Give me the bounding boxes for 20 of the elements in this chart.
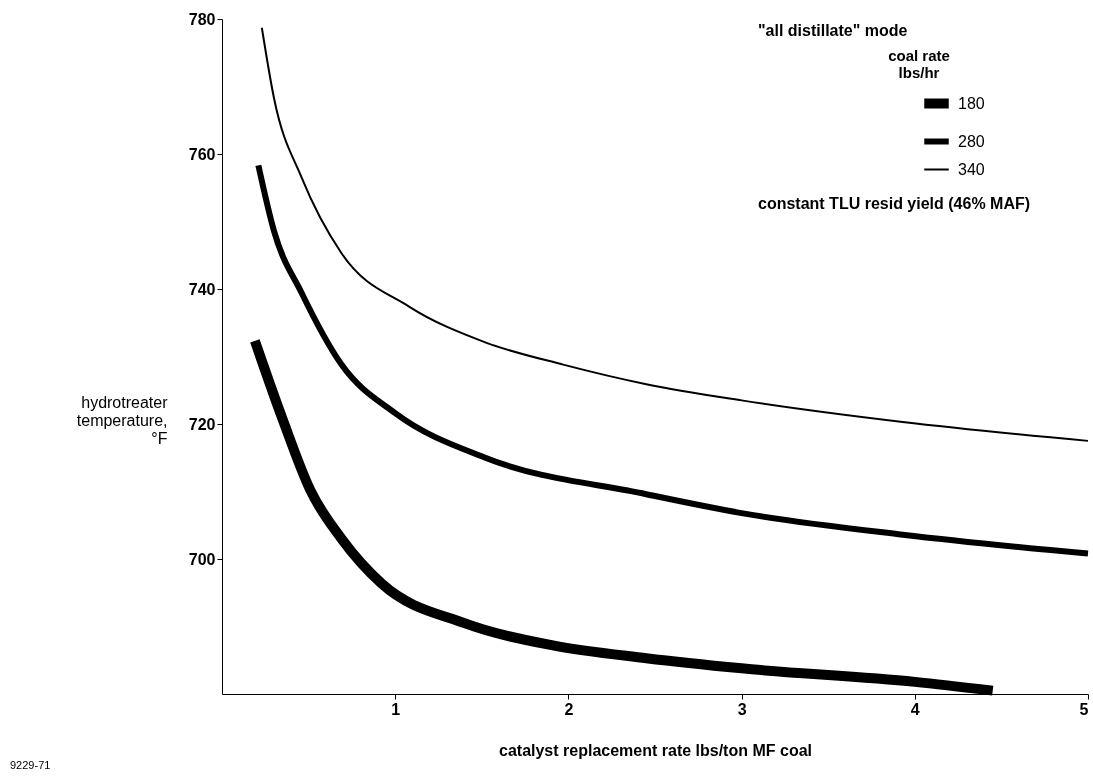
line-series (260, 26, 1089, 442)
y-tick-label: 740 (188, 280, 216, 298)
annotation: constant TLU resid yield (46% MAF) (758, 195, 1031, 212)
legend-label: 180 (958, 94, 985, 112)
x-tick-label: 5 (1079, 700, 1089, 718)
legend-label: 280 (958, 132, 985, 150)
y-tick-label: 780 (188, 10, 216, 28)
legend-label: 340 (958, 160, 985, 178)
x-tick-label: 1 (391, 700, 401, 718)
x-tick-label: 3 (737, 700, 747, 718)
text: 9229-71 (10, 759, 51, 771)
y-tick-label: 700 (188, 550, 216, 568)
annotation: "all distillate" mode (758, 22, 908, 39)
y-axis-title: hydrotreater temperature, °F (76, 394, 169, 447)
x-tick-label: 2 (564, 700, 574, 718)
x-tick-label: 4 (910, 700, 920, 718)
y-tick-label: 760 (188, 145, 216, 163)
legend-title: coal rate lbs/hr (888, 47, 950, 81)
y-tick-label: 720 (188, 415, 216, 433)
x-axis-title: catalyst replacement rate lbs/ton MF coal (499, 741, 812, 759)
